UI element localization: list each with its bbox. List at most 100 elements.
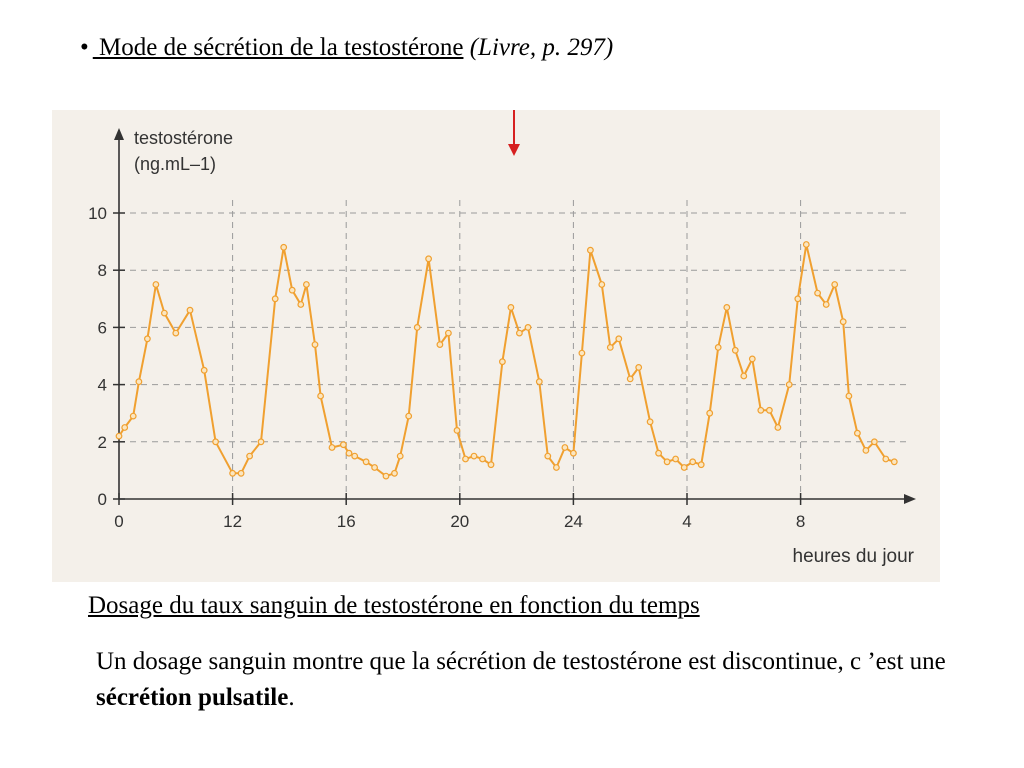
data-point xyxy=(302,281,310,288)
data-point xyxy=(507,303,515,311)
data-point xyxy=(115,432,123,440)
data-point xyxy=(479,455,486,463)
data-point xyxy=(757,406,765,414)
data-point xyxy=(646,418,654,426)
x-tick-label: 20 xyxy=(450,512,469,531)
data-point xyxy=(317,392,325,400)
data-point xyxy=(470,452,478,460)
data-point xyxy=(882,455,890,463)
data-point xyxy=(706,409,714,417)
data-point xyxy=(785,381,793,389)
slide-heading-line: • Mode de sécrétion de la testostérone (… xyxy=(80,34,613,62)
data-point xyxy=(524,323,532,331)
book-reference: (Livre, p. 297) xyxy=(469,34,614,61)
x-tick-label: 4 xyxy=(682,512,691,531)
data-point xyxy=(425,255,433,263)
data-point xyxy=(237,469,245,477)
x-axis-label: heures du jour xyxy=(793,546,915,567)
data-point xyxy=(143,335,151,343)
data-point xyxy=(723,303,731,311)
y-tick-label: 4 xyxy=(98,376,107,395)
data-point xyxy=(862,447,870,454)
data-point xyxy=(340,441,347,449)
bullet-icon: • xyxy=(80,34,89,61)
data-point xyxy=(462,455,469,463)
slide-heading: Mode de sécrétion de la testostérone xyxy=(92,34,464,61)
grid xyxy=(119,200,907,499)
y-tick-label: 0 xyxy=(98,490,107,509)
data-point xyxy=(405,412,413,420)
data-point xyxy=(814,289,821,297)
data-point xyxy=(802,241,810,248)
data-point xyxy=(288,286,296,294)
data-point xyxy=(396,452,404,460)
data-point xyxy=(871,438,878,446)
data-point xyxy=(229,469,237,477)
red-arrow-marker xyxy=(508,110,520,156)
data-point xyxy=(714,343,722,351)
data-point xyxy=(553,464,560,471)
data-point xyxy=(186,306,194,314)
data-point xyxy=(499,358,506,366)
chart-figure: 0 2 4 6 8 10 0 12 16 20 24 4 8 testostérone (ng.mL–1… xyxy=(52,110,940,582)
data-point xyxy=(212,438,220,446)
data-point xyxy=(413,323,421,331)
data-point xyxy=(663,458,671,466)
data-point xyxy=(121,424,129,431)
data-point xyxy=(845,392,853,400)
x-axis-arrow xyxy=(904,494,916,504)
data-point xyxy=(436,341,444,349)
axis-labels: testostérone (ng.mL–1) heures du jour xyxy=(134,128,915,567)
data-point xyxy=(831,281,839,288)
data-point xyxy=(774,424,782,431)
data-point xyxy=(280,243,288,251)
series xyxy=(115,241,898,480)
data-point xyxy=(731,346,739,354)
data-point xyxy=(839,318,847,326)
data-point xyxy=(453,427,461,434)
data-point xyxy=(257,438,265,446)
data-point xyxy=(160,309,168,317)
data-point xyxy=(689,458,697,466)
data-point xyxy=(351,452,359,460)
data-point xyxy=(578,349,586,357)
data-point xyxy=(535,378,543,386)
data-point xyxy=(328,444,336,451)
data-point xyxy=(297,301,305,308)
data-point xyxy=(362,458,370,466)
data-point xyxy=(587,246,594,254)
data-point xyxy=(129,412,137,420)
data-point xyxy=(200,366,208,374)
data-point xyxy=(697,461,705,469)
y-tick-label: 6 xyxy=(98,318,107,337)
data-point xyxy=(794,295,802,303)
data-point xyxy=(152,281,160,288)
data-point xyxy=(382,472,390,480)
y-axis-unit: (ng.mL–1) xyxy=(134,154,216,174)
data-point xyxy=(487,461,495,469)
data-point xyxy=(135,378,143,386)
data-point xyxy=(822,301,830,308)
data-point xyxy=(672,455,679,463)
y-tick-label: 8 xyxy=(98,261,107,280)
data-point xyxy=(311,341,319,349)
data-point xyxy=(544,452,552,460)
explanation-text: Un dosage sanguin montre que la sécrétio… xyxy=(96,644,956,716)
x-tick-label: 24 xyxy=(564,512,583,531)
x-tick-label: 12 xyxy=(223,512,242,531)
y-tick-label: 10 xyxy=(88,204,107,223)
data-point xyxy=(655,449,662,457)
y-tick-label: 2 xyxy=(98,433,107,452)
data-point xyxy=(561,444,569,451)
data-point xyxy=(345,449,353,457)
x-tick-label: 8 xyxy=(796,512,805,531)
data-point xyxy=(854,429,861,437)
data-point xyxy=(391,469,398,477)
data-point xyxy=(445,329,452,337)
data-point xyxy=(516,329,523,337)
data-point xyxy=(766,406,773,414)
x-tick-label: 16 xyxy=(337,512,356,531)
data-point xyxy=(371,464,379,471)
data-point xyxy=(172,329,180,337)
explanation-end: . xyxy=(288,684,295,711)
